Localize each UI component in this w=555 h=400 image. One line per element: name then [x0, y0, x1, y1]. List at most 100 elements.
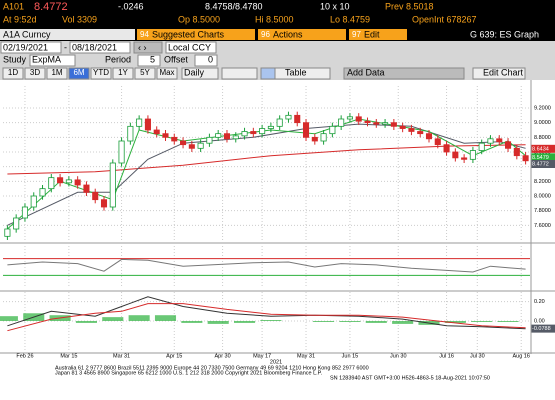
chart-type-button[interactable]: [221, 67, 258, 80]
candle-body: [364, 120, 371, 124]
key: 94: [140, 30, 149, 39]
time: At 9:52d: [3, 14, 37, 24]
edit-chart-button[interactable]: [472, 67, 526, 80]
quote-bar: [0, 0, 555, 28]
line: [7, 258, 526, 273]
last-price: 8.4772: [34, 1, 68, 13]
period-input[interactable]: [137, 54, 161, 67]
security: A1A Curncy: [3, 29, 51, 39]
edit-button[interactable]: [349, 29, 407, 40]
candle-body: [496, 138, 503, 143]
x-tick-label: Apr 30: [214, 353, 230, 359]
suggested-button[interactable]: [137, 29, 255, 40]
histogram-bar: [313, 321, 335, 322]
offset-input[interactable]: [194, 54, 218, 67]
range-label: 1Y: [118, 68, 128, 77]
price-marker: [531, 153, 555, 162]
price-marker: [531, 324, 555, 333]
change: -.0246: [118, 1, 144, 11]
range-button[interactable]: [24, 67, 46, 80]
frequency: Daily: [184, 67, 205, 77]
candle-body: [100, 199, 108, 208]
candle-body: [285, 114, 292, 120]
y-tick-label: 0.20: [534, 299, 545, 305]
histogram-bar: [75, 321, 97, 323]
candle-body: [118, 140, 125, 164]
price-marker-label: 8.4772: [532, 161, 549, 167]
security-field[interactable]: [0, 29, 135, 40]
range-button[interactable]: [156, 67, 178, 80]
candle-body: [197, 142, 204, 149]
add-data: Add Data: [347, 67, 385, 77]
nav-buttons[interactable]: [133, 41, 163, 54]
y-tick-label: 8.8000: [534, 135, 551, 141]
end-date: 08/18/2021: [72, 42, 117, 52]
range-button[interactable]: [90, 67, 112, 80]
label: Offset: [164, 54, 188, 64]
candle-body: [302, 122, 310, 138]
candle-body: [241, 131, 248, 137]
button-label: Suggested Charts: [152, 29, 225, 39]
button-label: Edit: [364, 29, 380, 39]
candle-body: [127, 125, 134, 142]
table-button[interactable]: [274, 67, 331, 80]
x-tick-label: Feb 26: [16, 353, 33, 359]
range-button[interactable]: [46, 67, 68, 80]
currency-select[interactable]: [165, 41, 217, 54]
range-button[interactable]: [112, 67, 134, 80]
histogram-bar: [471, 321, 493, 322]
add-data-field[interactable]: [343, 67, 465, 80]
range-button[interactable]: [2, 67, 24, 80]
range-button[interactable]: [134, 67, 156, 80]
histogram-bar: [339, 321, 361, 322]
range-label: 5Y: [140, 68, 150, 77]
candle-body: [452, 151, 459, 159]
study-select[interactable]: [29, 54, 76, 67]
price-marker: [531, 160, 555, 169]
candle-body: [478, 142, 485, 151]
histogram-bar: [128, 315, 150, 321]
candle-body: [276, 118, 283, 127]
candle-body: [487, 138, 494, 144]
open-interest: OpenInt 678267: [412, 14, 477, 24]
candle-body: [13, 217, 20, 230]
histogram-bar: [444, 321, 466, 323]
footer: Australia 61 2 9777 8600 Brazil 5511 239…: [55, 365, 490, 381]
candle-body: [443, 144, 450, 153]
histogram-bar: [234, 321, 256, 323]
candle-body: [109, 162, 116, 208]
candle-body: [329, 125, 336, 135]
date-input[interactable]: [0, 41, 62, 54]
nav-icon: ‹ ›: [138, 42, 147, 52]
range-label: 1D: [8, 68, 18, 77]
high: Hi 8.5000: [255, 14, 294, 24]
frequency-select[interactable]: [181, 67, 219, 80]
price-marker-label: 8.6434: [532, 146, 549, 152]
candle-body: [311, 136, 318, 142]
candle-body: [390, 122, 397, 127]
candle-body: [267, 125, 274, 129]
candle-body: [83, 184, 90, 193]
histogram-bar: [260, 320, 282, 321]
histogram-bar: [0, 316, 18, 321]
candle-body: [162, 133, 169, 138]
range-button[interactable]: [68, 67, 90, 80]
x-tick-label: Aug 16: [512, 353, 529, 359]
candle-body: [180, 140, 187, 146]
range-label: 6M: [73, 68, 84, 77]
candle-body: [513, 147, 520, 157]
range-label: 3D: [30, 68, 40, 77]
candle-body: [57, 177, 64, 184]
low: Lo 8.4759: [330, 14, 370, 24]
date-input[interactable]: [69, 41, 131, 54]
candle-body: [522, 155, 529, 162]
actions-button[interactable]: [258, 29, 346, 40]
x-axis-label: 2021: [270, 359, 282, 365]
y-tick-label: 0.00: [534, 318, 545, 324]
plots: 9.20009.00008.80008.60008.40008.20008.00…: [0, 80, 555, 365]
open: Op 8.5000: [178, 14, 220, 24]
candle-body: [294, 114, 301, 124]
candle-body: [434, 138, 441, 146]
candle-body: [48, 177, 55, 190]
histogram-bar: [154, 315, 177, 321]
